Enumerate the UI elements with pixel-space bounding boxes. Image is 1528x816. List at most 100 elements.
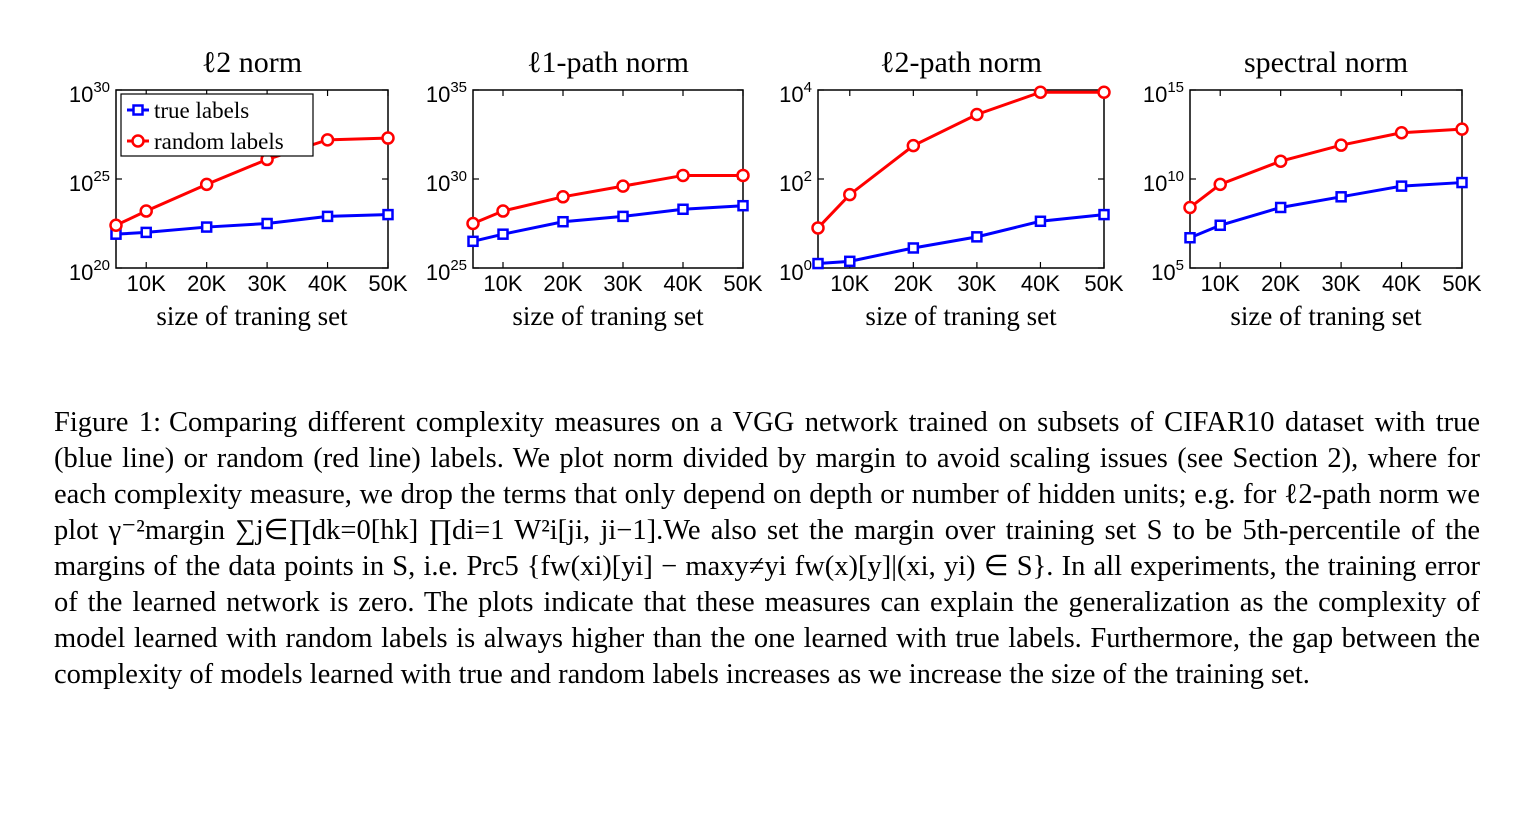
x-tick-label: 10K (1201, 271, 1240, 296)
y-tick-label: 105 (1151, 257, 1184, 285)
y-tick-exponent: 35 (450, 79, 467, 96)
data-point (467, 235, 479, 248)
data-point (109, 218, 123, 233)
y-tick-base: 10 (779, 171, 803, 196)
legend-entry-label: random labels (154, 129, 284, 154)
x-tick-label: 30K (603, 271, 642, 296)
x-tick-label: 20K (187, 271, 226, 296)
y-tick-base: 10 (779, 260, 803, 285)
y-tick-exponent: 2 (804, 168, 812, 185)
data-point (1097, 85, 1111, 99)
x-axis-label: size of traning set (156, 301, 348, 331)
data-point (906, 138, 921, 153)
y-tick-label: 1025 (69, 168, 110, 196)
x-tick-label: 30K (248, 271, 287, 296)
data-point (617, 210, 629, 223)
y-tick-label: 104 (779, 79, 812, 107)
x-tick-label: 20K (894, 271, 933, 296)
y-tick-exponent: 4 (804, 79, 812, 96)
y-tick-base: 10 (779, 82, 803, 107)
data-point (556, 190, 570, 204)
series-line (115, 213, 389, 236)
x-axis-label: size of traning set (865, 301, 1057, 331)
legend-swatch-marker (132, 104, 144, 116)
series-line (1189, 181, 1463, 240)
chart-title: ℓ2-path norm (880, 46, 1042, 79)
data-point (1183, 200, 1197, 215)
data-point (844, 255, 856, 268)
y-tick-base: 10 (1151, 260, 1175, 285)
y-tick-base: 10 (426, 171, 450, 196)
y-tick-label: 1015 (1143, 79, 1184, 107)
caption-label: Figure 1: (54, 407, 162, 438)
data-point (970, 107, 984, 122)
x-tick-label: 30K (1322, 271, 1361, 296)
series-true-labels (110, 208, 394, 240)
y-tick-label: 1025 (426, 257, 467, 285)
y-tick-label: 100 (779, 257, 812, 285)
chart-title: ℓ2 norm (202, 46, 302, 79)
data-point (496, 204, 510, 218)
y-tick-label: 1010 (1143, 168, 1184, 196)
series-line (1189, 127, 1463, 209)
plot-frame (472, 89, 744, 269)
y-tick-exponent: 5 (1176, 257, 1184, 274)
data-point (381, 131, 395, 145)
data-point (199, 177, 214, 192)
x-tick-label: 10K (830, 271, 869, 296)
x-tick-label: 10K (483, 271, 522, 296)
x-tick-label: 50K (1084, 271, 1123, 296)
legend-entry-label: true labels (154, 98, 249, 123)
y-tick-base: 10 (1143, 171, 1167, 196)
y-tick-exponent: 25 (93, 168, 110, 185)
y-tick-exponent: 30 (450, 168, 467, 185)
data-point (1033, 85, 1048, 99)
series-true-labels (1184, 176, 1468, 244)
data-point (1273, 154, 1288, 168)
y-tick-base: 10 (69, 82, 93, 107)
data-point (382, 208, 394, 221)
data-point (677, 203, 689, 216)
data-point (1456, 176, 1468, 189)
data-point (907, 242, 920, 254)
plot-frame (817, 89, 1105, 269)
x-tick-label: 30K (957, 271, 996, 296)
x-tick-label: 50K (723, 271, 762, 296)
data-point (139, 204, 153, 218)
y-tick-label: 102 (779, 168, 812, 196)
data-point (1335, 191, 1347, 203)
x-axis-label: size of traning set (1230, 301, 1422, 331)
y-tick-exponent: 20 (93, 257, 110, 274)
data-point (736, 168, 750, 183)
data-point (557, 215, 569, 228)
x-tick-label: 40K (1021, 271, 1060, 296)
series-random-labels (811, 85, 1111, 235)
y-tick-label: 1030 (426, 168, 467, 196)
legend-box (120, 93, 314, 157)
data-point (200, 221, 213, 233)
x-tick-label: 50K (368, 271, 407, 296)
data-point (466, 216, 480, 231)
chart-title: spectral norm (1244, 46, 1408, 79)
y-tick-exponent: 25 (450, 257, 467, 274)
data-point (497, 228, 509, 240)
data-point (1455, 122, 1469, 136)
data-point (261, 217, 273, 230)
data-point (1098, 208, 1110, 221)
data-point (1395, 180, 1408, 192)
data-point (812, 257, 824, 270)
data-point (676, 168, 690, 183)
y-tick-label: 1030 (69, 79, 110, 107)
series-true-labels (812, 208, 1110, 270)
y-tick-base: 10 (69, 171, 93, 196)
y-tick-base: 10 (69, 260, 93, 285)
caption-paragraph: Figure 1: Comparing different complexity … (54, 405, 1480, 693)
series-random-labels (1183, 122, 1469, 215)
y-tick-exponent: 10 (1167, 168, 1184, 185)
legend: true labels random labels (120, 93, 314, 157)
x-axis-label: size of traning set (512, 301, 704, 331)
y-tick-base: 10 (426, 260, 450, 285)
x-tick-label: 40K (308, 271, 347, 296)
